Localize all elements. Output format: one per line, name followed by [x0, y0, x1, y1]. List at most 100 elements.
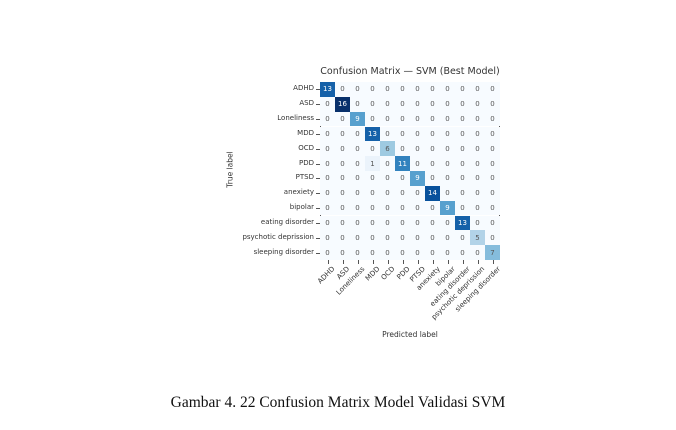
matrix-cell: 0	[440, 111, 455, 127]
matrix-cell: 0	[425, 245, 440, 260]
matrix-cell: 6	[380, 141, 395, 157]
y-tick-mark	[316, 193, 320, 195]
matrix-cell: 0	[395, 96, 410, 112]
y-tick-mark	[316, 119, 320, 121]
matrix-cell: 11	[395, 156, 410, 171]
y-tick-mark	[316, 104, 320, 106]
y-tick-mark	[316, 148, 320, 150]
matrix-cell: 0	[485, 126, 500, 142]
matrix-cell: 0	[380, 230, 395, 246]
matrix-cell: 13	[365, 126, 380, 142]
x-tick-mark	[402, 260, 404, 264]
matrix-cell: 0	[485, 82, 500, 97]
matrix-cell: 0	[425, 141, 440, 157]
matrix-cell: 0	[410, 156, 425, 171]
matrix-cell: 0	[335, 230, 350, 246]
matrix-cell: 0	[470, 82, 485, 97]
matrix-cell: 0	[485, 230, 500, 246]
matrix-cell: 0	[380, 111, 395, 127]
matrix-cell: 0	[365, 82, 380, 97]
matrix-cell: 0	[320, 96, 335, 112]
matrix-cell: 0	[470, 215, 485, 231]
matrix-cell: 0	[365, 230, 380, 246]
matrix-cell: 0	[440, 245, 455, 260]
matrix-cell: 0	[410, 245, 425, 260]
matrix-cell: 0	[380, 82, 395, 97]
matrix-cell: 0	[470, 141, 485, 157]
matrix-cell: 0	[335, 215, 350, 231]
matrix-cell: 0	[320, 111, 335, 127]
matrix-cell: 0	[470, 156, 485, 171]
matrix-cell: 5	[470, 230, 485, 246]
matrix-cell: 0	[320, 185, 335, 201]
matrix-cell: 0	[365, 111, 380, 127]
matrix-cell: 0	[440, 96, 455, 112]
matrix-cell: 7	[485, 245, 500, 260]
y-tick-mark	[316, 133, 320, 135]
y-tick-label: MDD	[297, 128, 314, 137]
x-tick-mark	[372, 260, 374, 264]
heatmap-grid: 13 0 0 0 0 0 0 0 0 0 0 0 0 16 0 0 0 0 0 0 0 0 0 0 0 0 9 0 0 0 0 0 0 0 0 0 0 0…	[320, 82, 500, 260]
matrix-cell: 0	[350, 126, 365, 142]
matrix-cell: 9	[350, 111, 365, 127]
matrix-cell: 0	[365, 215, 380, 231]
matrix-cell: 9	[440, 200, 455, 216]
x-tick-mark	[447, 260, 449, 264]
matrix-cell: 0	[455, 200, 470, 216]
x-tick-mark	[327, 260, 329, 264]
matrix-cell: 0	[470, 185, 485, 201]
matrix-cell: 0	[380, 96, 395, 112]
matrix-cell: 0	[455, 171, 470, 186]
matrix-cell: 0	[470, 126, 485, 142]
matrix-cell: 0	[470, 96, 485, 112]
matrix-cell: 0	[440, 126, 455, 142]
matrix-cell: 0	[440, 215, 455, 231]
matrix-cell: 1	[365, 156, 380, 171]
matrix-cell: 0	[485, 215, 500, 231]
matrix-cell: 0	[365, 200, 380, 216]
y-tick-mark	[316, 252, 320, 254]
matrix-cell: 0	[395, 200, 410, 216]
matrix-cell: 13	[455, 215, 470, 231]
y-tick-mark	[316, 163, 320, 165]
matrix-cell: 0	[455, 230, 470, 246]
matrix-cell: 0	[455, 245, 470, 260]
x-axis-title: Predicted label	[382, 330, 438, 339]
matrix-cell: 0	[455, 111, 470, 127]
matrix-cell: 0	[425, 96, 440, 112]
y-tick-mark	[316, 178, 320, 180]
matrix-cell: 0	[425, 230, 440, 246]
matrix-cell: 0	[470, 111, 485, 127]
y-tick-label: eating disorder	[260, 217, 314, 226]
matrix-cell: 9	[410, 171, 425, 186]
matrix-cell: 0	[350, 215, 365, 231]
matrix-cell: 0	[320, 245, 335, 260]
y-axis-title: True label	[225, 151, 235, 188]
x-tick-mark	[417, 260, 419, 264]
matrix-cell: 0	[365, 185, 380, 201]
matrix-cell: 0	[455, 156, 470, 171]
matrix-cell: 0	[395, 245, 410, 260]
y-tick-label: PTSD	[295, 173, 314, 182]
matrix-cell: 14	[425, 185, 440, 201]
matrix-cell: 0	[440, 185, 455, 201]
x-tick-label: OCD	[379, 265, 396, 282]
matrix-cell: 0	[395, 215, 410, 231]
matrix-cell: 0	[320, 200, 335, 216]
matrix-cell: 0	[470, 171, 485, 186]
chart-title: Confusion Matrix — SVM (Best Model)	[320, 66, 500, 77]
y-tick-label: Loneliness	[277, 114, 314, 123]
matrix-cell: 0	[350, 185, 365, 201]
matrix-cell: 0	[410, 126, 425, 142]
matrix-cell: 0	[425, 215, 440, 231]
y-tick-mark	[316, 222, 320, 224]
matrix-cell: 0	[395, 185, 410, 201]
matrix-cell: 0	[335, 200, 350, 216]
matrix-cell: 0	[455, 126, 470, 142]
matrix-cell: 0	[365, 96, 380, 112]
x-tick-mark	[387, 260, 389, 264]
matrix-cell: 0	[395, 230, 410, 246]
matrix-cell: 0	[410, 215, 425, 231]
matrix-cell: 0	[365, 245, 380, 260]
matrix-cell: 0	[455, 96, 470, 112]
